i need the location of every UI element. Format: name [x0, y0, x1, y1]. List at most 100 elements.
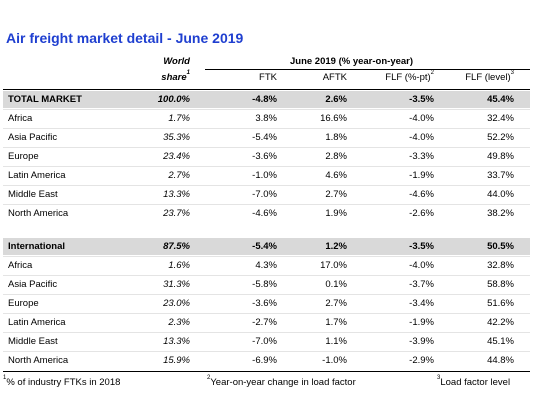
row-separator: [3, 185, 530, 186]
cell: -5.4%: [252, 241, 277, 252]
row-separator: [3, 256, 530, 257]
row-label: North America: [8, 355, 69, 366]
period-rule: [205, 69, 530, 70]
cell: -3.3%: [409, 151, 434, 162]
header-share-text: share: [161, 72, 187, 83]
cell: 87.5%: [163, 241, 190, 252]
column-header-text: FLF (level): [465, 72, 511, 83]
row-label: North America: [8, 208, 69, 219]
row-separator: [3, 109, 530, 110]
row-label: Africa: [8, 260, 33, 271]
cell: 44.8%: [487, 355, 514, 366]
row-label: Middle East: [8, 336, 58, 347]
row-label: Europe: [8, 298, 39, 309]
row-separator: [3, 147, 530, 148]
footnote-sup: 1: [3, 375, 7, 381]
cell: 100.0%: [157, 94, 190, 105]
cell: 38.2%: [487, 208, 514, 219]
cell: 4.6%: [325, 170, 347, 181]
cell: 3.8%: [255, 113, 277, 124]
column-header-sup: 2: [430, 70, 434, 76]
cell: 13.3%: [163, 336, 190, 347]
header-share-sup: 1: [186, 70, 190, 76]
row-label: Asia Pacific: [8, 132, 58, 143]
column-header-sup: 3: [510, 70, 514, 76]
cell: 35.3%: [163, 132, 190, 143]
column-header: FLF (%-pt)2: [385, 70, 434, 83]
cell: -5.8%: [252, 279, 277, 290]
cell: 45.4%: [487, 94, 514, 105]
column-header-text: FLF (%-pt): [385, 72, 431, 83]
header-world: World: [163, 56, 190, 67]
title: Air freight market detail - June 2019: [6, 30, 244, 46]
row-label: TOTAL MARKET: [8, 94, 82, 105]
row-separator: [3, 275, 530, 276]
cell: 2.7%: [325, 189, 347, 200]
row-separator: [3, 351, 530, 352]
cell: -1.9%: [409, 317, 434, 328]
cell: -4.0%: [409, 132, 434, 143]
footnote-sup: 3: [437, 375, 441, 381]
cell: -4.8%: [252, 94, 277, 105]
cell: 1.6%: [168, 260, 190, 271]
row-separator: [3, 294, 530, 295]
cell: 1.1%: [325, 336, 347, 347]
cell: 0.1%: [325, 279, 347, 290]
cell: -2.7%: [252, 317, 277, 328]
cell: -3.6%: [252, 298, 277, 309]
cell: 44.0%: [487, 189, 514, 200]
cell: 2.7%: [168, 170, 190, 181]
cell: -1.9%: [409, 170, 434, 181]
row-label: Asia Pacific: [8, 279, 58, 290]
footnote-text: % of industry FTKs in 2018: [6, 377, 121, 388]
row-separator: [3, 128, 530, 129]
row-label: International: [8, 241, 66, 252]
cell: 1.7%: [325, 317, 347, 328]
cell: -4.0%: [409, 113, 434, 124]
cell: 31.3%: [163, 279, 190, 290]
cell: -6.9%: [252, 355, 277, 366]
cell: 49.8%: [487, 151, 514, 162]
cell: 2.8%: [325, 151, 347, 162]
column-header: FLF (level)3: [465, 70, 514, 83]
cell: -3.5%: [409, 241, 434, 252]
cell: 32.8%: [487, 260, 514, 271]
cell: -7.0%: [252, 336, 277, 347]
cell: -4.6%: [252, 208, 277, 219]
header-period: June 2019 (% year-on-year): [290, 56, 414, 67]
cell: -1.0%: [252, 170, 277, 181]
row-label: Latin America: [8, 170, 66, 181]
column-header-text: FTK: [259, 72, 277, 83]
footnote: 2Year-on-year change in load factor: [207, 375, 356, 388]
cell: -3.6%: [252, 151, 277, 162]
row-separator: [3, 332, 530, 333]
cell: 32.4%: [487, 113, 514, 124]
row-separator: [3, 313, 530, 314]
row-label: Africa: [8, 113, 33, 124]
cell: -3.5%: [409, 94, 434, 105]
footnote-text: Year-on-year change in load factor: [210, 377, 356, 388]
row-label: Europe: [8, 151, 39, 162]
cell: 17.0%: [320, 260, 347, 271]
cell: -2.6%: [409, 208, 434, 219]
cell: -1.0%: [322, 355, 347, 366]
cell: 51.6%: [487, 298, 514, 309]
column-header-text: AFTK: [322, 72, 347, 83]
cell: -4.6%: [409, 189, 434, 200]
cell: -3.7%: [409, 279, 434, 290]
cell: 23.0%: [163, 298, 190, 309]
column-header: FTK: [259, 72, 277, 83]
cell: 16.6%: [320, 113, 347, 124]
column-header: AFTK: [323, 72, 347, 83]
row-label: Middle East: [8, 189, 58, 200]
cell: 2.6%: [325, 94, 347, 105]
footnote: 1% of industry FTKs in 2018: [3, 375, 121, 388]
cell: 52.2%: [487, 132, 514, 143]
cell: 2.3%: [168, 317, 190, 328]
cell: 4.3%: [255, 260, 277, 271]
cell: 1.7%: [168, 113, 190, 124]
cell: 58.8%: [487, 279, 514, 290]
row-label: Latin America: [8, 317, 66, 328]
cell: -5.4%: [252, 132, 277, 143]
